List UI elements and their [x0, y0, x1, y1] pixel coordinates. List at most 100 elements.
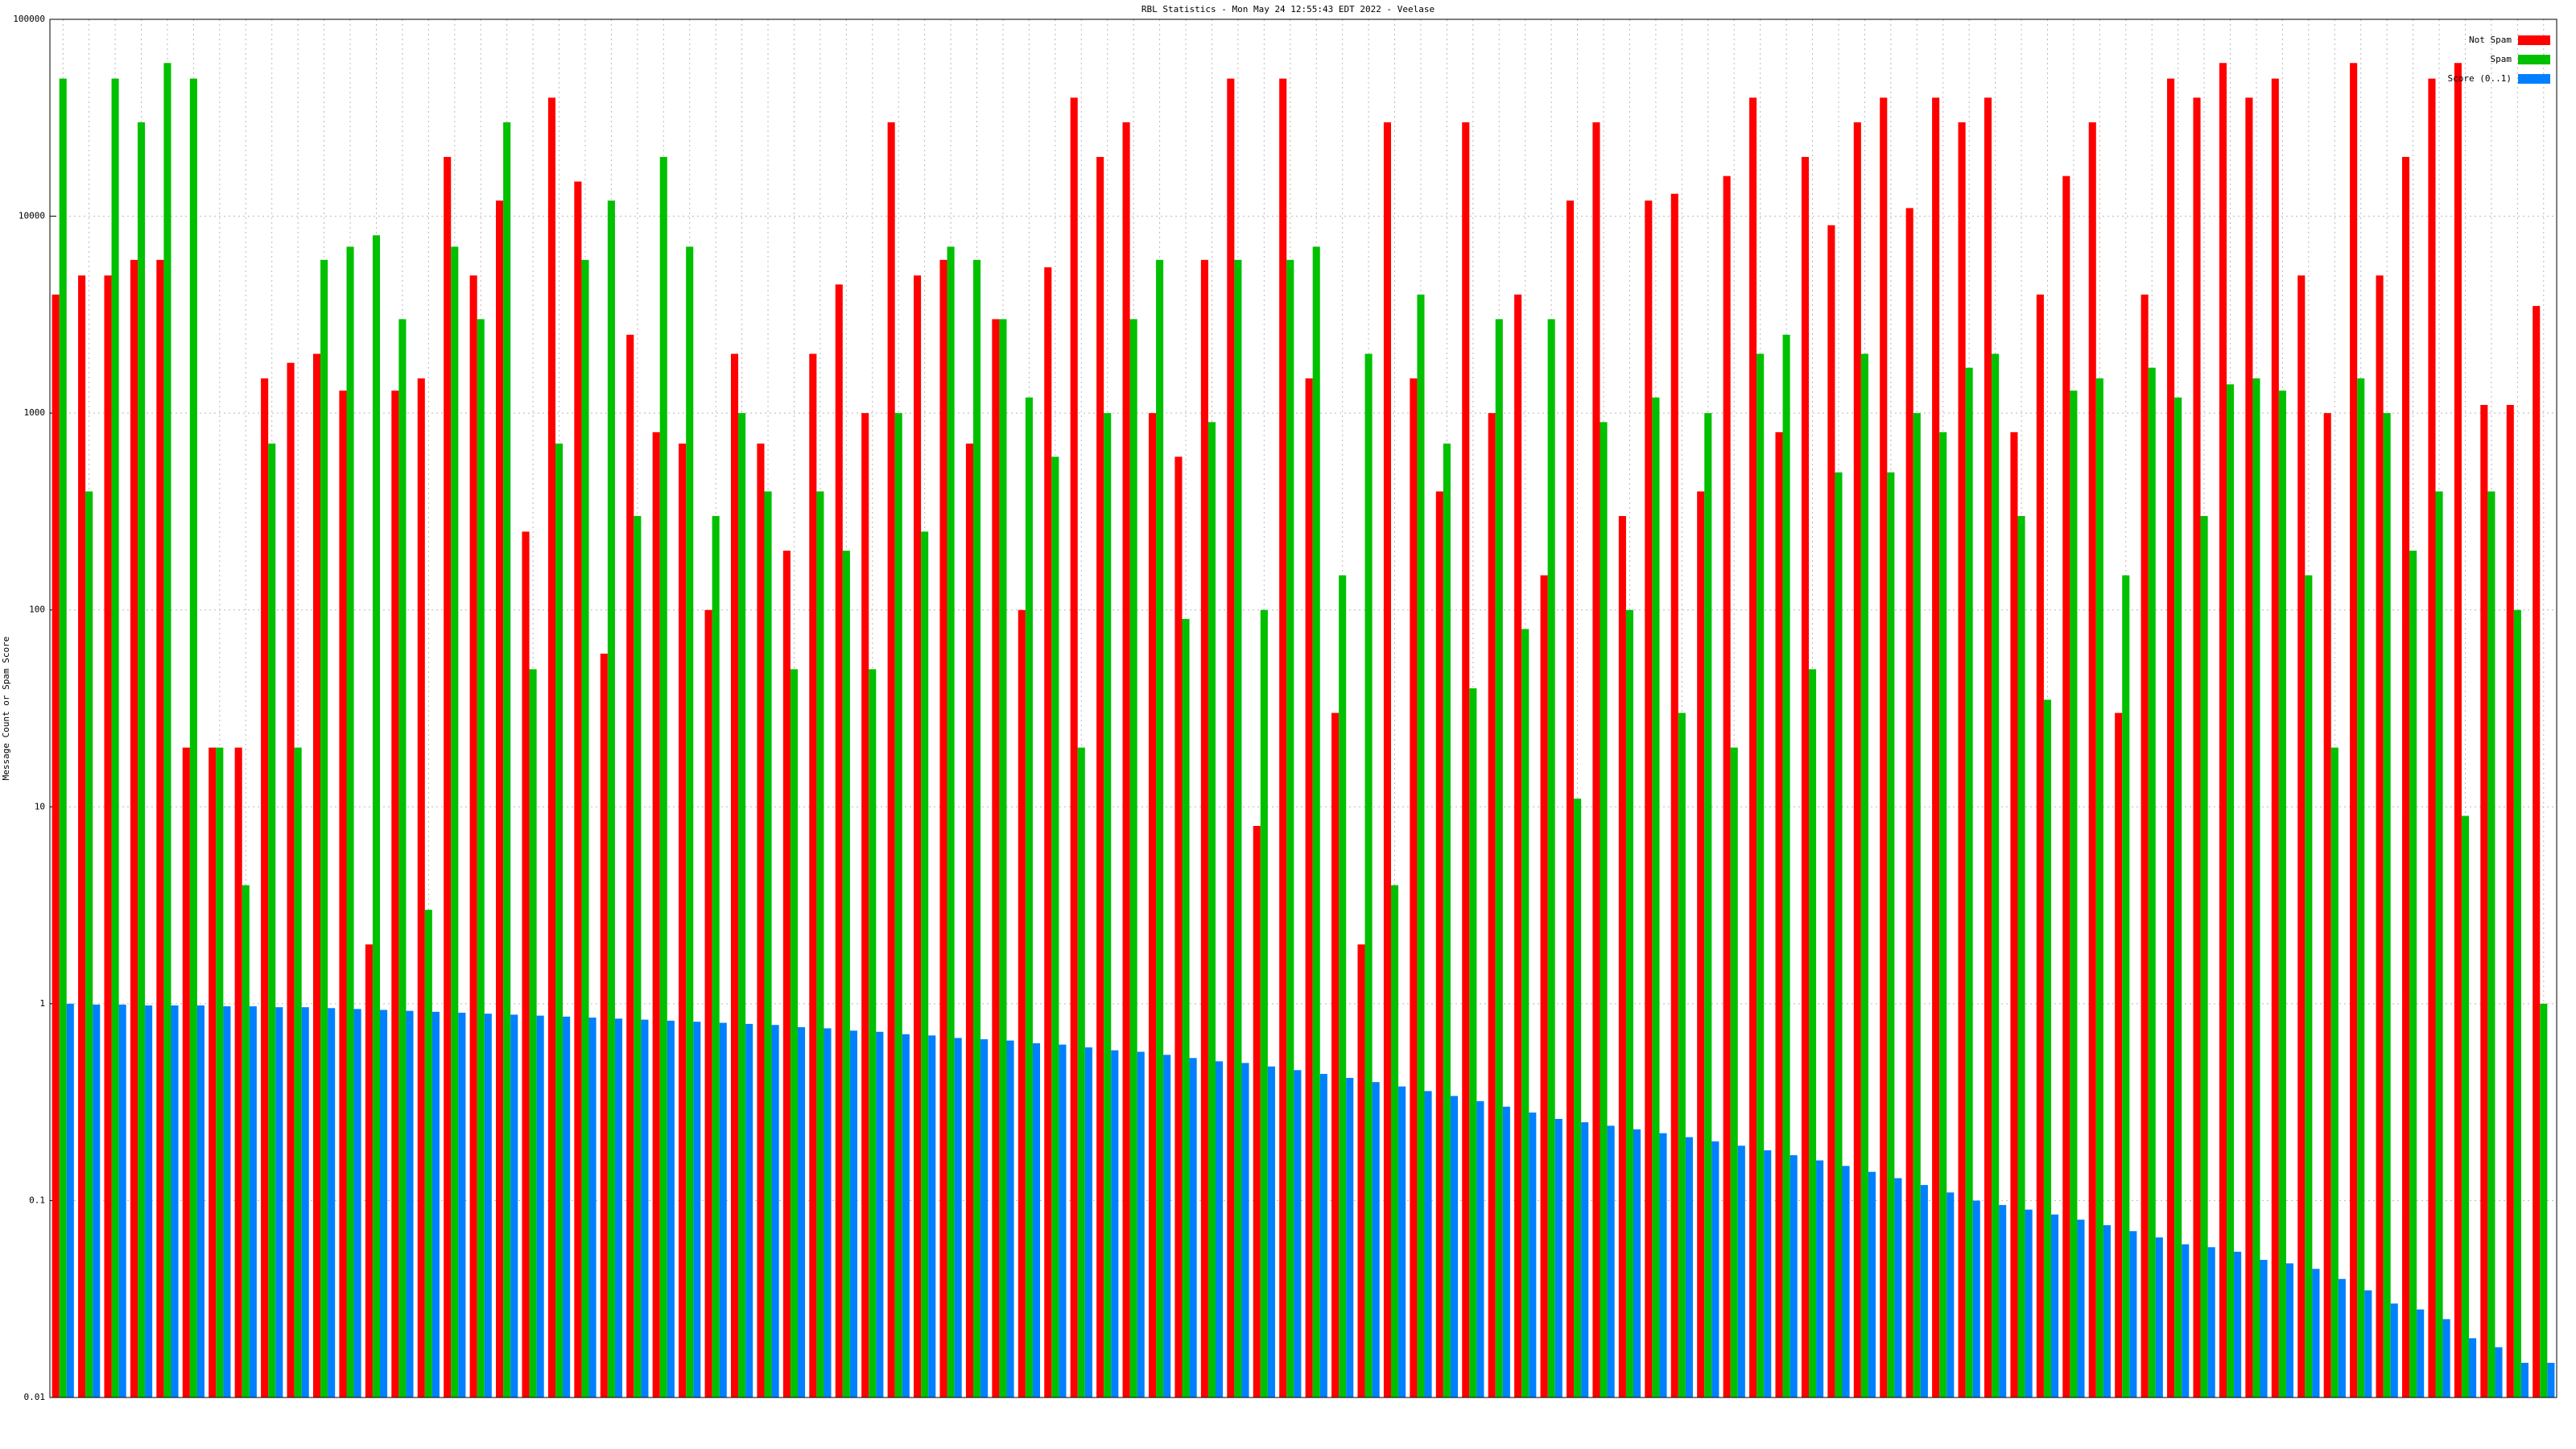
bar — [1450, 1096, 1459, 1397]
bar — [849, 1030, 857, 1397]
y-tick-label: 10 — [35, 801, 45, 811]
bar — [1939, 431, 1947, 1398]
bar — [2401, 156, 2410, 1397]
bar — [451, 246, 459, 1397]
bar — [2148, 367, 2156, 1398]
bar — [1346, 1077, 1354, 1397]
bar — [130, 259, 138, 1397]
bar — [842, 551, 850, 1397]
bar — [2207, 1247, 2215, 1397]
legend-swatch — [2518, 35, 2550, 45]
bar — [529, 669, 537, 1397]
bar — [1208, 422, 1216, 1397]
bar — [2271, 78, 2279, 1398]
bar — [328, 1008, 336, 1397]
bar — [1305, 378, 1313, 1398]
bar — [1294, 1070, 1302, 1397]
bar — [887, 122, 895, 1397]
bar — [992, 319, 1000, 1397]
bar — [1618, 516, 1626, 1397]
bar — [417, 378, 425, 1398]
bar — [2390, 1303, 2398, 1397]
bar — [1279, 78, 1287, 1398]
bar — [1253, 825, 1261, 1397]
bar — [2115, 712, 2123, 1397]
bar — [1853, 122, 1861, 1397]
bar — [1357, 944, 1365, 1397]
bar — [1286, 259, 1294, 1397]
bar — [1645, 200, 1653, 1398]
bar — [1678, 712, 1686, 1397]
bar — [1685, 1137, 1693, 1397]
bar — [1462, 122, 1470, 1397]
bar — [1137, 1051, 1145, 1397]
bar — [249, 1006, 257, 1397]
y-tick-label: 10000 — [19, 211, 45, 221]
bar — [171, 1005, 179, 1397]
bar — [275, 1007, 283, 1397]
bar — [339, 390, 347, 1397]
bar — [1241, 1063, 1249, 1397]
bar — [999, 319, 1007, 1397]
bar — [2010, 431, 2018, 1398]
bar — [2428, 78, 2436, 1398]
bar — [1913, 413, 1921, 1398]
bar — [2252, 378, 2260, 1398]
bar — [1339, 575, 1347, 1397]
bar — [2103, 1224, 2111, 1397]
legend-label: Spam — [2491, 54, 2512, 64]
bar — [469, 275, 477, 1397]
bar — [1469, 688, 1477, 1397]
bar — [1383, 122, 1391, 1397]
bar — [2182, 1244, 2190, 1397]
bar — [444, 156, 452, 1397]
bar — [1894, 1178, 1902, 1397]
bar — [1424, 1091, 1432, 1397]
bar — [2330, 747, 2339, 1397]
bar — [1790, 1155, 1798, 1397]
bar — [2338, 1278, 2346, 1397]
bar — [1372, 1082, 1380, 1397]
bar — [667, 1020, 675, 1397]
y-tick-label: 100 — [29, 605, 45, 615]
bar — [2088, 122, 2096, 1397]
bar — [1711, 1141, 1719, 1397]
bar — [1827, 225, 1835, 1397]
bar — [704, 609, 712, 1397]
bar — [2376, 275, 2384, 1397]
bar — [2174, 397, 2182, 1398]
bar — [208, 747, 217, 1397]
bar — [634, 516, 642, 1397]
bar — [1111, 1050, 1119, 1397]
bar — [679, 444, 687, 1397]
bar — [2461, 815, 2470, 1397]
chart-title: RBL Statistics - Mon May 24 12:55:43 EDT… — [1141, 4, 1435, 14]
bar — [458, 1013, 466, 1397]
bar — [1764, 1150, 1772, 1397]
bar — [954, 1038, 962, 1397]
bar — [588, 1018, 597, 1397]
bar — [574, 181, 582, 1398]
bar — [2442, 1319, 2450, 1397]
bar — [52, 294, 60, 1397]
bar — [118, 1004, 126, 1397]
bar — [1443, 444, 1451, 1397]
bar — [2219, 63, 2227, 1398]
bar — [2234, 1251, 2242, 1397]
bar — [1801, 156, 1809, 1397]
bar — [1182, 618, 1190, 1397]
bar — [2077, 1220, 2085, 1397]
bar — [2305, 575, 2313, 1397]
bar — [921, 531, 929, 1397]
bar — [730, 353, 739, 1397]
bar — [2122, 575, 2130, 1397]
bar — [1163, 1055, 1171, 1397]
bar — [1965, 367, 1973, 1398]
bar — [268, 444, 276, 1397]
bar — [2540, 1003, 2548, 1397]
bar — [156, 259, 164, 1397]
bar — [1574, 799, 1582, 1397]
bar — [1905, 208, 1913, 1397]
bar — [1652, 397, 1660, 1398]
